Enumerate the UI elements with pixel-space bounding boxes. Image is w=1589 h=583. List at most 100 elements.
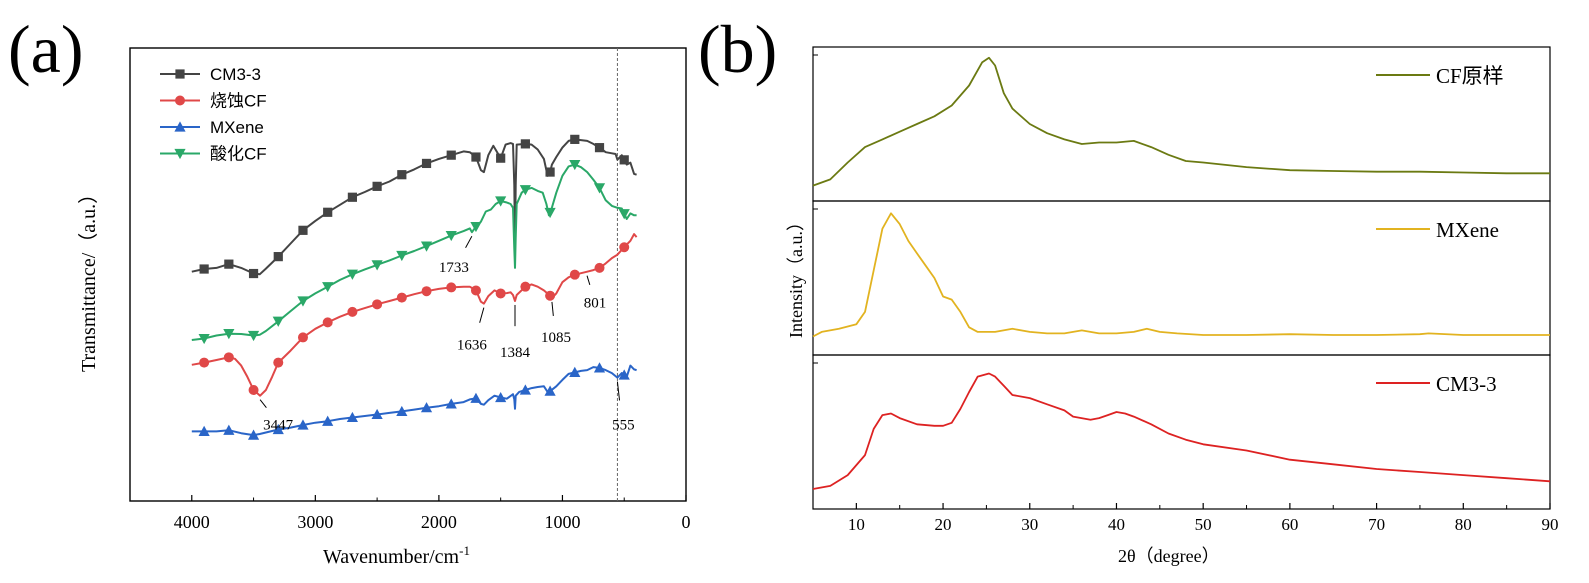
- ftir-data-point: [247, 330, 260, 342]
- ftir-data-point: [594, 262, 605, 273]
- ftir-data-point: [519, 384, 531, 395]
- xrd-x-tick-label: 30: [1021, 515, 1038, 534]
- ftir-data-point: [323, 207, 333, 217]
- ftir-data-point: [420, 241, 433, 252]
- ftir-data-point: [445, 230, 457, 242]
- ftir-data-point: [347, 306, 358, 317]
- ftir-data-point: [223, 329, 235, 340]
- xrd-x-tick-label: 10: [848, 515, 865, 534]
- ftir-data-point: [273, 252, 283, 262]
- xrd-series-line-mxene: [812, 212, 1550, 338]
- ftir-annotation-label: 3447: [263, 418, 294, 434]
- ftir-data-point: [347, 192, 357, 202]
- ftir-data-point: [322, 415, 334, 426]
- xrd-series-line-cm3-3: [812, 372, 1551, 490]
- ftir-data-point: [396, 405, 408, 417]
- ftir-data-point: [618, 209, 630, 220]
- ftir-data-point: [198, 425, 210, 436]
- ftir-annotation-label: 1636: [457, 338, 488, 354]
- xrd-x-tick-label: 60: [1281, 515, 1298, 534]
- ftir-data-point: [470, 285, 481, 296]
- ftir-annotation-leader: [551, 301, 554, 317]
- ftir-data-point: [570, 134, 580, 144]
- ftir-legend-label: MXene: [210, 118, 264, 137]
- ftir-x-tick-label: 3000: [297, 512, 333, 532]
- ftir-data-point: [247, 429, 260, 440]
- ftir-data-point: [223, 424, 235, 435]
- xrd-x-axis-title: 2θ（degree）: [1118, 546, 1220, 566]
- xrd-subplot-cm33-frame: [812, 354, 1551, 510]
- ftir-plot-frame: [129, 47, 687, 502]
- ftir-legend-marker: [175, 69, 185, 79]
- ftir-annotation-label: 1733: [439, 260, 469, 276]
- ftir-data-point: [495, 288, 506, 299]
- ftir-data-point: [371, 260, 383, 271]
- ftir-legend-marker: [174, 148, 186, 160]
- ftir-data-point: [397, 170, 407, 180]
- ftir-annotation-label: 1384: [500, 345, 531, 361]
- ftir-data-point: [199, 357, 210, 368]
- ftir-data-point: [569, 269, 580, 280]
- ftir-data-point: [569, 159, 581, 171]
- ftir-data-point: [619, 242, 630, 253]
- ftir-data-point: [346, 411, 358, 423]
- ftir-data-point: [372, 299, 383, 310]
- ftir-data-point: [470, 392, 482, 403]
- ftir-data-point: [396, 250, 408, 262]
- ftir-legend-label: 酸化CF: [210, 145, 267, 164]
- ftir-x-tick-label: 2000: [421, 512, 457, 532]
- ftir-annotation-leader: [479, 307, 485, 323]
- ftir-series-line-ablated-cf: [191, 233, 638, 397]
- xrd-y-axis-title: Intensity（a.u.）: [786, 213, 806, 338]
- ftir-data-point: [224, 259, 234, 269]
- ftir-data-point: [520, 281, 531, 292]
- ftir-data-point: [594, 143, 605, 153]
- ftir-annotation-label: 1085: [541, 330, 571, 346]
- ftir-data-point: [396, 292, 407, 303]
- ftir-legend-marker: [174, 121, 186, 132]
- ftir-annotation-leader: [586, 275, 591, 286]
- ftir-data-point: [618, 369, 630, 380]
- ftir-data-point: [199, 264, 209, 274]
- ftir-x-tick-label: 4000: [174, 512, 210, 532]
- ftir-data-point: [519, 185, 531, 196]
- xrd-x-tick-label: 40: [1108, 515, 1125, 534]
- ftir-data-point: [297, 296, 309, 307]
- ftir-data-point: [446, 282, 457, 293]
- ftir-legend-label: 烧蚀CF: [210, 92, 267, 111]
- xrd-x-tick-label: 90: [1542, 515, 1559, 534]
- ftir-data-point: [297, 332, 308, 343]
- ftir-data-point: [470, 221, 482, 233]
- ftir-annotation-leader: [465, 235, 473, 249]
- ftir-data-point: [272, 316, 284, 327]
- ftir-data-point: [298, 225, 308, 235]
- ftir-data-point: [346, 269, 358, 280]
- ftir-data-point: [544, 385, 556, 396]
- ftir-data-point: [198, 333, 210, 345]
- ftir-data-point: [593, 362, 606, 373]
- ftir-x-tick-label: 0: [682, 512, 691, 532]
- ftir-data-point: [421, 158, 432, 169]
- ftir-series-line-acidified-cf: [191, 163, 637, 341]
- ftir-data-point: [371, 408, 383, 420]
- ftir-y-axis-title: Transmittance/（a.u.）: [77, 184, 100, 372]
- ftir-x-tick-label: 1000: [544, 512, 580, 532]
- ftir-data-point: [322, 317, 333, 328]
- ftir-legend-label: CM3-3: [210, 65, 261, 84]
- ftir-data-point: [495, 196, 507, 207]
- ftir-data-point: [520, 139, 530, 149]
- ftir-data-point: [496, 153, 506, 163]
- ftir-data-point: [544, 207, 556, 219]
- xrd-legend-label: MXene: [1436, 218, 1499, 242]
- ftir-data-point: [372, 181, 382, 191]
- xrd-series-line-cf-original: [812, 56, 1550, 187]
- ftir-data-point: [495, 391, 507, 403]
- ftir-data-point: [446, 150, 456, 160]
- ftir-data-point: [471, 152, 481, 162]
- ftir-data-point: [569, 366, 581, 377]
- ftir-data-point: [545, 290, 556, 301]
- xrd-x-tick-label: 80: [1455, 515, 1472, 534]
- xrd-x-tick-label: 50: [1195, 515, 1212, 534]
- ftir-data-point: [322, 282, 334, 293]
- ftir-data-point: [593, 183, 606, 194]
